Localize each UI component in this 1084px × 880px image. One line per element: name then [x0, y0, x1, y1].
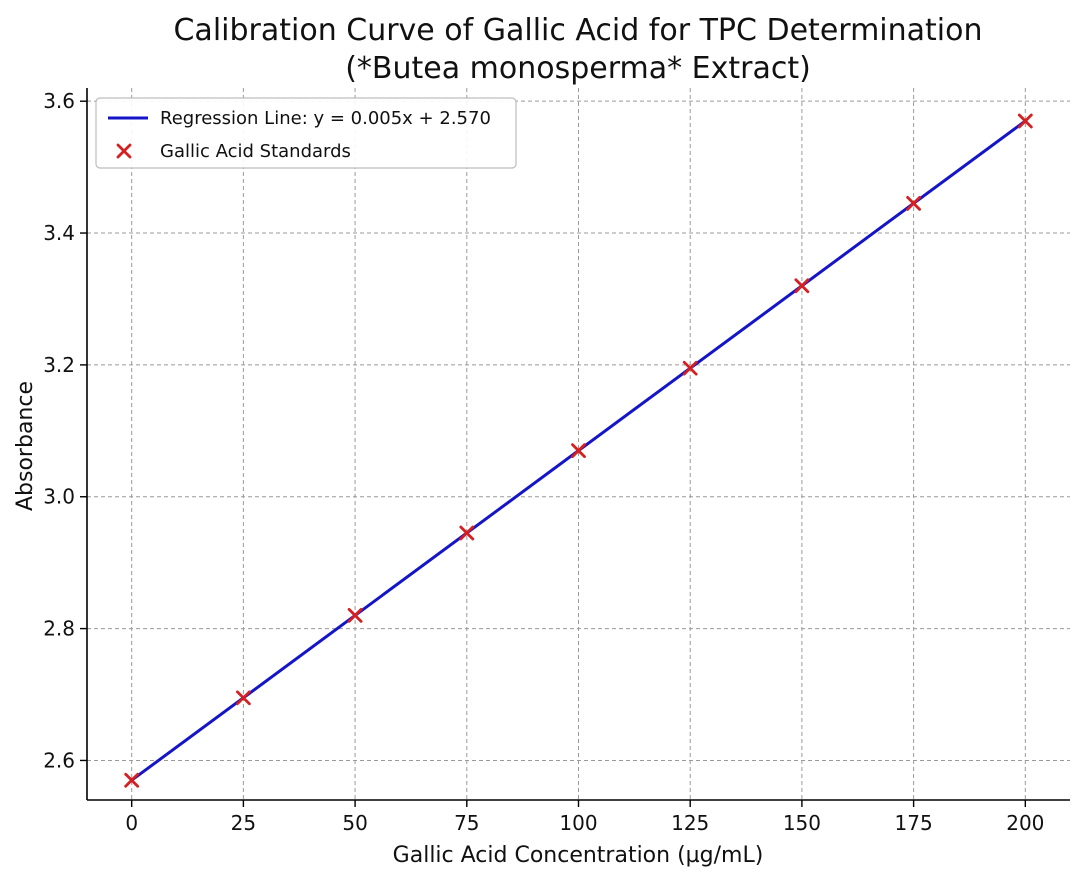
- chart-title: Calibration Curve of Gallic Acid for TPC…: [173, 13, 982, 48]
- data-point: [347, 608, 363, 623]
- y-tick-label: 2.8: [43, 617, 75, 641]
- legend-marker-x: [116, 143, 132, 159]
- legend-box: [95, 97, 517, 169]
- legend-x-marker: [116, 143, 132, 159]
- data-point: [1017, 113, 1033, 129]
- x-tick-label: 25: [231, 811, 256, 835]
- x-tick-label: 200: [1006, 811, 1044, 835]
- grid-lines: [87, 88, 1070, 800]
- x-tick-label: 100: [559, 811, 597, 835]
- y-axis-label: Absorbance: [13, 381, 38, 511]
- x-tick-label: 125: [671, 811, 709, 835]
- legend-regression-label: Regression Line: y = 0.005x + 2.570: [160, 108, 491, 129]
- y-tick-label: 2.6: [43, 748, 75, 772]
- x-tick-label: 175: [895, 811, 933, 835]
- y-tick-label: 3.0: [43, 485, 75, 509]
- data-point: [906, 195, 922, 211]
- x-axis-label: Gallic Acid Concentration (µg/mL): [393, 843, 764, 868]
- x-tick-label: 75: [454, 811, 479, 835]
- chart-subtitle: (*Butea monosperma* Extract): [345, 51, 811, 86]
- x-tick-label: 50: [342, 811, 367, 835]
- y-axis-ticks: 2.6 2.8 3.0 3.2 3.4 3.6: [43, 89, 87, 772]
- x-tick-label: 0: [125, 811, 138, 835]
- y-tick-label: 3.4: [43, 221, 75, 245]
- legend-standards-label: Gallic Acid Standards: [160, 141, 351, 162]
- standards-series: [124, 113, 1033, 788]
- y-tick-label: 3.6: [43, 89, 75, 113]
- data-point: [682, 360, 698, 376]
- data-point: [235, 690, 251, 706]
- y-tick-label: 3.2: [43, 353, 75, 377]
- data-point: [124, 772, 140, 788]
- data-point: [459, 525, 475, 541]
- x-axis-ticks: 0 25 50 75 100 125 150 175 200: [125, 800, 1044, 835]
- data-point: [794, 278, 810, 294]
- legend: Regression Line: y = 0.005x + 2.570 Gall…: [95, 97, 517, 169]
- x-tick-label: 150: [783, 811, 821, 835]
- data-point: [571, 443, 586, 458]
